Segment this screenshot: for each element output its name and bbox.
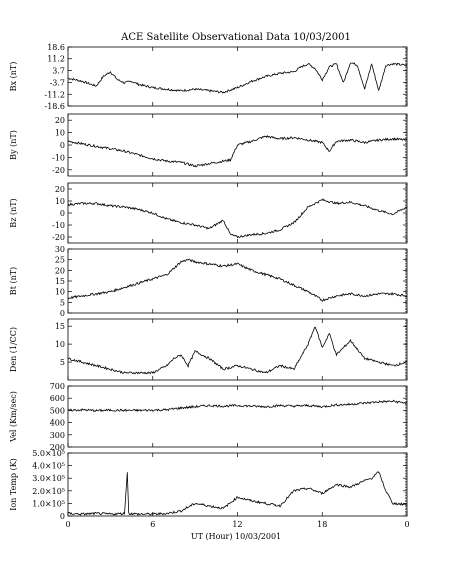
y-tick-label: 500: [50, 406, 65, 415]
series-line: [67, 198, 408, 239]
y-tick-label: 10: [55, 129, 65, 138]
y-tick-label: 0: [60, 309, 65, 318]
panels: 18.6 11.2 3.7 -3.7 -11.2 -18.6 Bx (nT) 20 10 0 -10…: [9, 43, 408, 521]
y-axis-label: By (nT): [9, 130, 18, 160]
y-tick-label: -3.7: [50, 78, 65, 87]
panel-0: 18.6 11.2 3.7 -3.7 -11.2 -18.6 Bx (nT): [9, 43, 408, 111]
y-tick-label: 300: [50, 431, 65, 440]
x-tick-label: 0: [65, 520, 70, 529]
x-tick-label: 12: [232, 520, 242, 529]
y-axis-label: Bz (nT): [9, 198, 18, 227]
x-tick-label: 0: [404, 520, 409, 529]
y-tick-label: 30: [55, 245, 65, 254]
series-line: [67, 399, 408, 413]
panel-5: 700 600 500 400 300 200 Vel (Km/sec): [9, 382, 408, 452]
chart-title: ACE Satellite Observational Data 10/03/2…: [120, 32, 351, 43]
y-tick-label: 20: [55, 116, 65, 125]
y-tick-label: 15: [55, 277, 65, 286]
y-tick-label: 25: [55, 256, 65, 265]
y-tick-label: 400: [50, 419, 65, 428]
y-tick-label: 10: [55, 197, 65, 206]
y-tick-label: 3.0×10⁵: [32, 474, 65, 483]
panel-frame: [67, 385, 408, 448]
y-tick-label: -10: [52, 221, 65, 230]
y-axis-label: Ion Temp (K): [9, 458, 18, 511]
series-line: [67, 326, 408, 375]
panel-frame: [67, 46, 408, 107]
y-tick-label: -10: [52, 153, 65, 162]
y-tick-label: 5.0×10⁵: [32, 449, 65, 458]
series-line: [67, 134, 408, 168]
series-line: [68, 62, 408, 94]
y-tick-label: 15: [55, 322, 65, 331]
y-axis-label: Bt (nT): [9, 267, 18, 295]
y-axis-label: Den (1/CC): [9, 327, 18, 372]
y-tick-label: -20: [52, 166, 65, 175]
series-line: [67, 471, 408, 516]
panel-frame: [67, 248, 408, 314]
y-tick-label: 0: [60, 209, 65, 218]
y-tick-label: 5: [60, 298, 65, 307]
y-tick-label: 20: [55, 185, 65, 194]
y-tick-label: -20: [52, 233, 65, 242]
y-tick-label: -18.6: [44, 102, 65, 111]
y-tick-label: 0: [60, 512, 65, 521]
y-tick-label: 20: [55, 266, 65, 275]
x-axis-label: UT (Hour) 10/03/2001: [191, 532, 281, 541]
y-tick-label: 11.2: [47, 55, 65, 64]
y-tick-label: 4.0×10⁵: [32, 462, 65, 471]
panel-1: 20 10 0 -10 -20 By (nT): [9, 113, 408, 177]
y-axis-label: Vel (Km/sec): [9, 391, 18, 443]
y-axis-label: Bx (nT): [9, 62, 18, 92]
panel-frame: [67, 182, 408, 244]
y-tick-label: 1.0×10⁵: [32, 499, 65, 508]
x-tick-label: 18: [317, 520, 327, 529]
y-tick-label: 2.0×10⁵: [32, 487, 65, 496]
y-tick-label: 10: [55, 288, 65, 297]
y-tick-label: 200: [50, 443, 65, 452]
y-tick-label: 3.7: [52, 67, 65, 76]
series-line: [67, 258, 408, 302]
panel-6: 5.0×10⁵ 4.0×10⁵ 3.0×10⁵ 2.0×10⁵ 1.0×10⁵ 0 Ion …: [9, 449, 408, 521]
y-tick-label: 18.6: [47, 43, 65, 52]
y-tick-label: 700: [50, 382, 65, 391]
y-tick-label: 0: [60, 141, 65, 150]
y-tick-label: 600: [50, 394, 65, 403]
y-tick-label: 10: [55, 340, 65, 349]
panel-2: 20 10 0 -10 -20 Bz (nT): [9, 182, 408, 244]
x-tick-label: 6: [150, 520, 155, 529]
y-tick-label: 5: [60, 358, 65, 367]
x-axis-ticks: 0 6 12 18 0: [65, 520, 409, 529]
y-tick-label: -11.2: [44, 90, 65, 99]
panel-4: 15 10 5 Den (1/CC): [9, 318, 408, 381]
